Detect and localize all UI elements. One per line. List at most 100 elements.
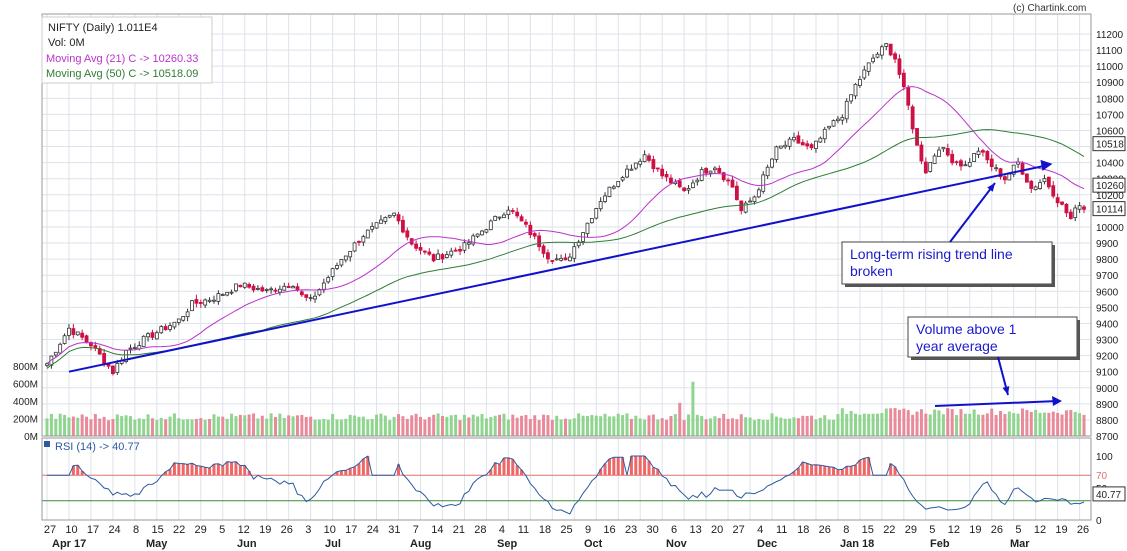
x-day-label: 4 bbox=[499, 524, 505, 536]
volume-bar bbox=[783, 418, 787, 436]
volume-bar bbox=[401, 416, 405, 436]
volume-bar bbox=[291, 416, 295, 436]
candle-body bbox=[1055, 197, 1060, 204]
candle-body bbox=[431, 254, 436, 262]
candle-body bbox=[897, 58, 902, 75]
volume-average-arrowhead bbox=[1052, 396, 1062, 406]
x-month-label: Jun bbox=[237, 538, 257, 550]
volume-bar bbox=[638, 418, 642, 436]
candle-body bbox=[225, 291, 230, 296]
volume-bar bbox=[199, 418, 203, 436]
volume-bar bbox=[313, 419, 317, 436]
volume-bar bbox=[884, 408, 888, 436]
volume-bar bbox=[621, 415, 625, 436]
candle-body bbox=[471, 235, 476, 245]
volume-bar bbox=[774, 416, 778, 436]
candle-body bbox=[695, 179, 700, 183]
volume-bar bbox=[120, 416, 124, 436]
candle-body bbox=[967, 162, 972, 167]
volume-bar bbox=[256, 418, 260, 436]
volume-bar bbox=[709, 418, 713, 436]
x-day-label: 10 bbox=[324, 524, 336, 536]
candle-body bbox=[422, 250, 427, 253]
volume-bar bbox=[414, 413, 418, 436]
volume-bar bbox=[181, 419, 185, 436]
price-tick-label: 9000 bbox=[1096, 384, 1119, 395]
x-month-label: Oct bbox=[584, 538, 603, 550]
volume-bar bbox=[502, 413, 506, 436]
candle-body bbox=[945, 148, 950, 156]
candle-body bbox=[176, 318, 181, 323]
volume-bar bbox=[854, 413, 858, 436]
candle-body bbox=[651, 159, 656, 170]
candle-body bbox=[620, 177, 625, 181]
candle-body bbox=[53, 351, 58, 356]
volume-bar bbox=[322, 418, 326, 436]
candle-body bbox=[1051, 185, 1056, 197]
volume-bar bbox=[498, 414, 502, 436]
x-day-label: 6 bbox=[671, 524, 677, 536]
x-day-label: 12 bbox=[238, 524, 250, 536]
volume-bar bbox=[85, 416, 89, 436]
candle-body bbox=[67, 327, 71, 336]
volume-bar bbox=[1007, 411, 1011, 436]
candle-body bbox=[607, 186, 612, 198]
volume-bar bbox=[594, 415, 598, 436]
candle-body bbox=[818, 137, 823, 143]
annotation-arrow bbox=[949, 182, 996, 243]
volume-bar bbox=[203, 419, 207, 436]
candle-body bbox=[146, 333, 150, 338]
volume-bar bbox=[317, 419, 321, 436]
x-day-label: 17 bbox=[87, 524, 99, 536]
volume-bar bbox=[906, 410, 910, 436]
chart-title: NIFTY (Daily) 1.011E4 bbox=[48, 22, 158, 34]
copyright: (c) Chartink.com bbox=[1013, 3, 1086, 14]
volume-bar bbox=[489, 417, 493, 436]
volume-bar bbox=[1012, 413, 1016, 436]
candle-body bbox=[1082, 206, 1086, 210]
x-day-label: 28 bbox=[474, 524, 486, 536]
x-day-label: 11 bbox=[776, 524, 787, 536]
volume-bar bbox=[1056, 412, 1060, 436]
candle-body bbox=[1024, 173, 1029, 183]
volume-bar bbox=[1016, 413, 1020, 436]
volume-bar bbox=[76, 417, 80, 436]
volume-bar bbox=[344, 418, 348, 436]
volume-bar bbox=[326, 419, 330, 436]
candle-body bbox=[1011, 164, 1016, 175]
volume-bar bbox=[111, 419, 115, 436]
candle-body bbox=[361, 236, 366, 243]
volume-bar bbox=[717, 418, 721, 436]
volume-bar bbox=[142, 418, 146, 436]
volume-bar bbox=[867, 413, 871, 436]
candle-body bbox=[616, 181, 621, 187]
rsi-tick-label: 100 bbox=[1096, 452, 1113, 463]
candle-body bbox=[866, 62, 871, 72]
candle-body bbox=[343, 255, 348, 261]
candle-body bbox=[871, 57, 875, 63]
volume-bar bbox=[1078, 413, 1082, 436]
volume-bar bbox=[164, 419, 168, 436]
candle-body bbox=[506, 209, 511, 216]
volume-bar bbox=[440, 415, 444, 436]
volume-bar bbox=[1042, 412, 1046, 436]
volume-bar bbox=[550, 419, 554, 436]
candle-body bbox=[102, 353, 107, 365]
volume-bar bbox=[643, 419, 647, 436]
trend-line-arrowhead bbox=[1040, 159, 1053, 171]
volume-bar bbox=[63, 414, 67, 436]
candle-body bbox=[458, 248, 462, 252]
volume-bar bbox=[49, 413, 53, 436]
volume-bar bbox=[660, 418, 664, 436]
volume-bar bbox=[818, 417, 822, 436]
volume-bar bbox=[186, 419, 190, 436]
candle-body bbox=[247, 284, 252, 288]
candlesticks bbox=[45, 42, 1086, 376]
candle-body bbox=[1003, 176, 1007, 181]
volume-bar bbox=[963, 413, 967, 436]
volume-bar bbox=[559, 419, 563, 436]
price-tick-label: 9300 bbox=[1096, 336, 1119, 347]
volume-bar bbox=[792, 417, 796, 436]
